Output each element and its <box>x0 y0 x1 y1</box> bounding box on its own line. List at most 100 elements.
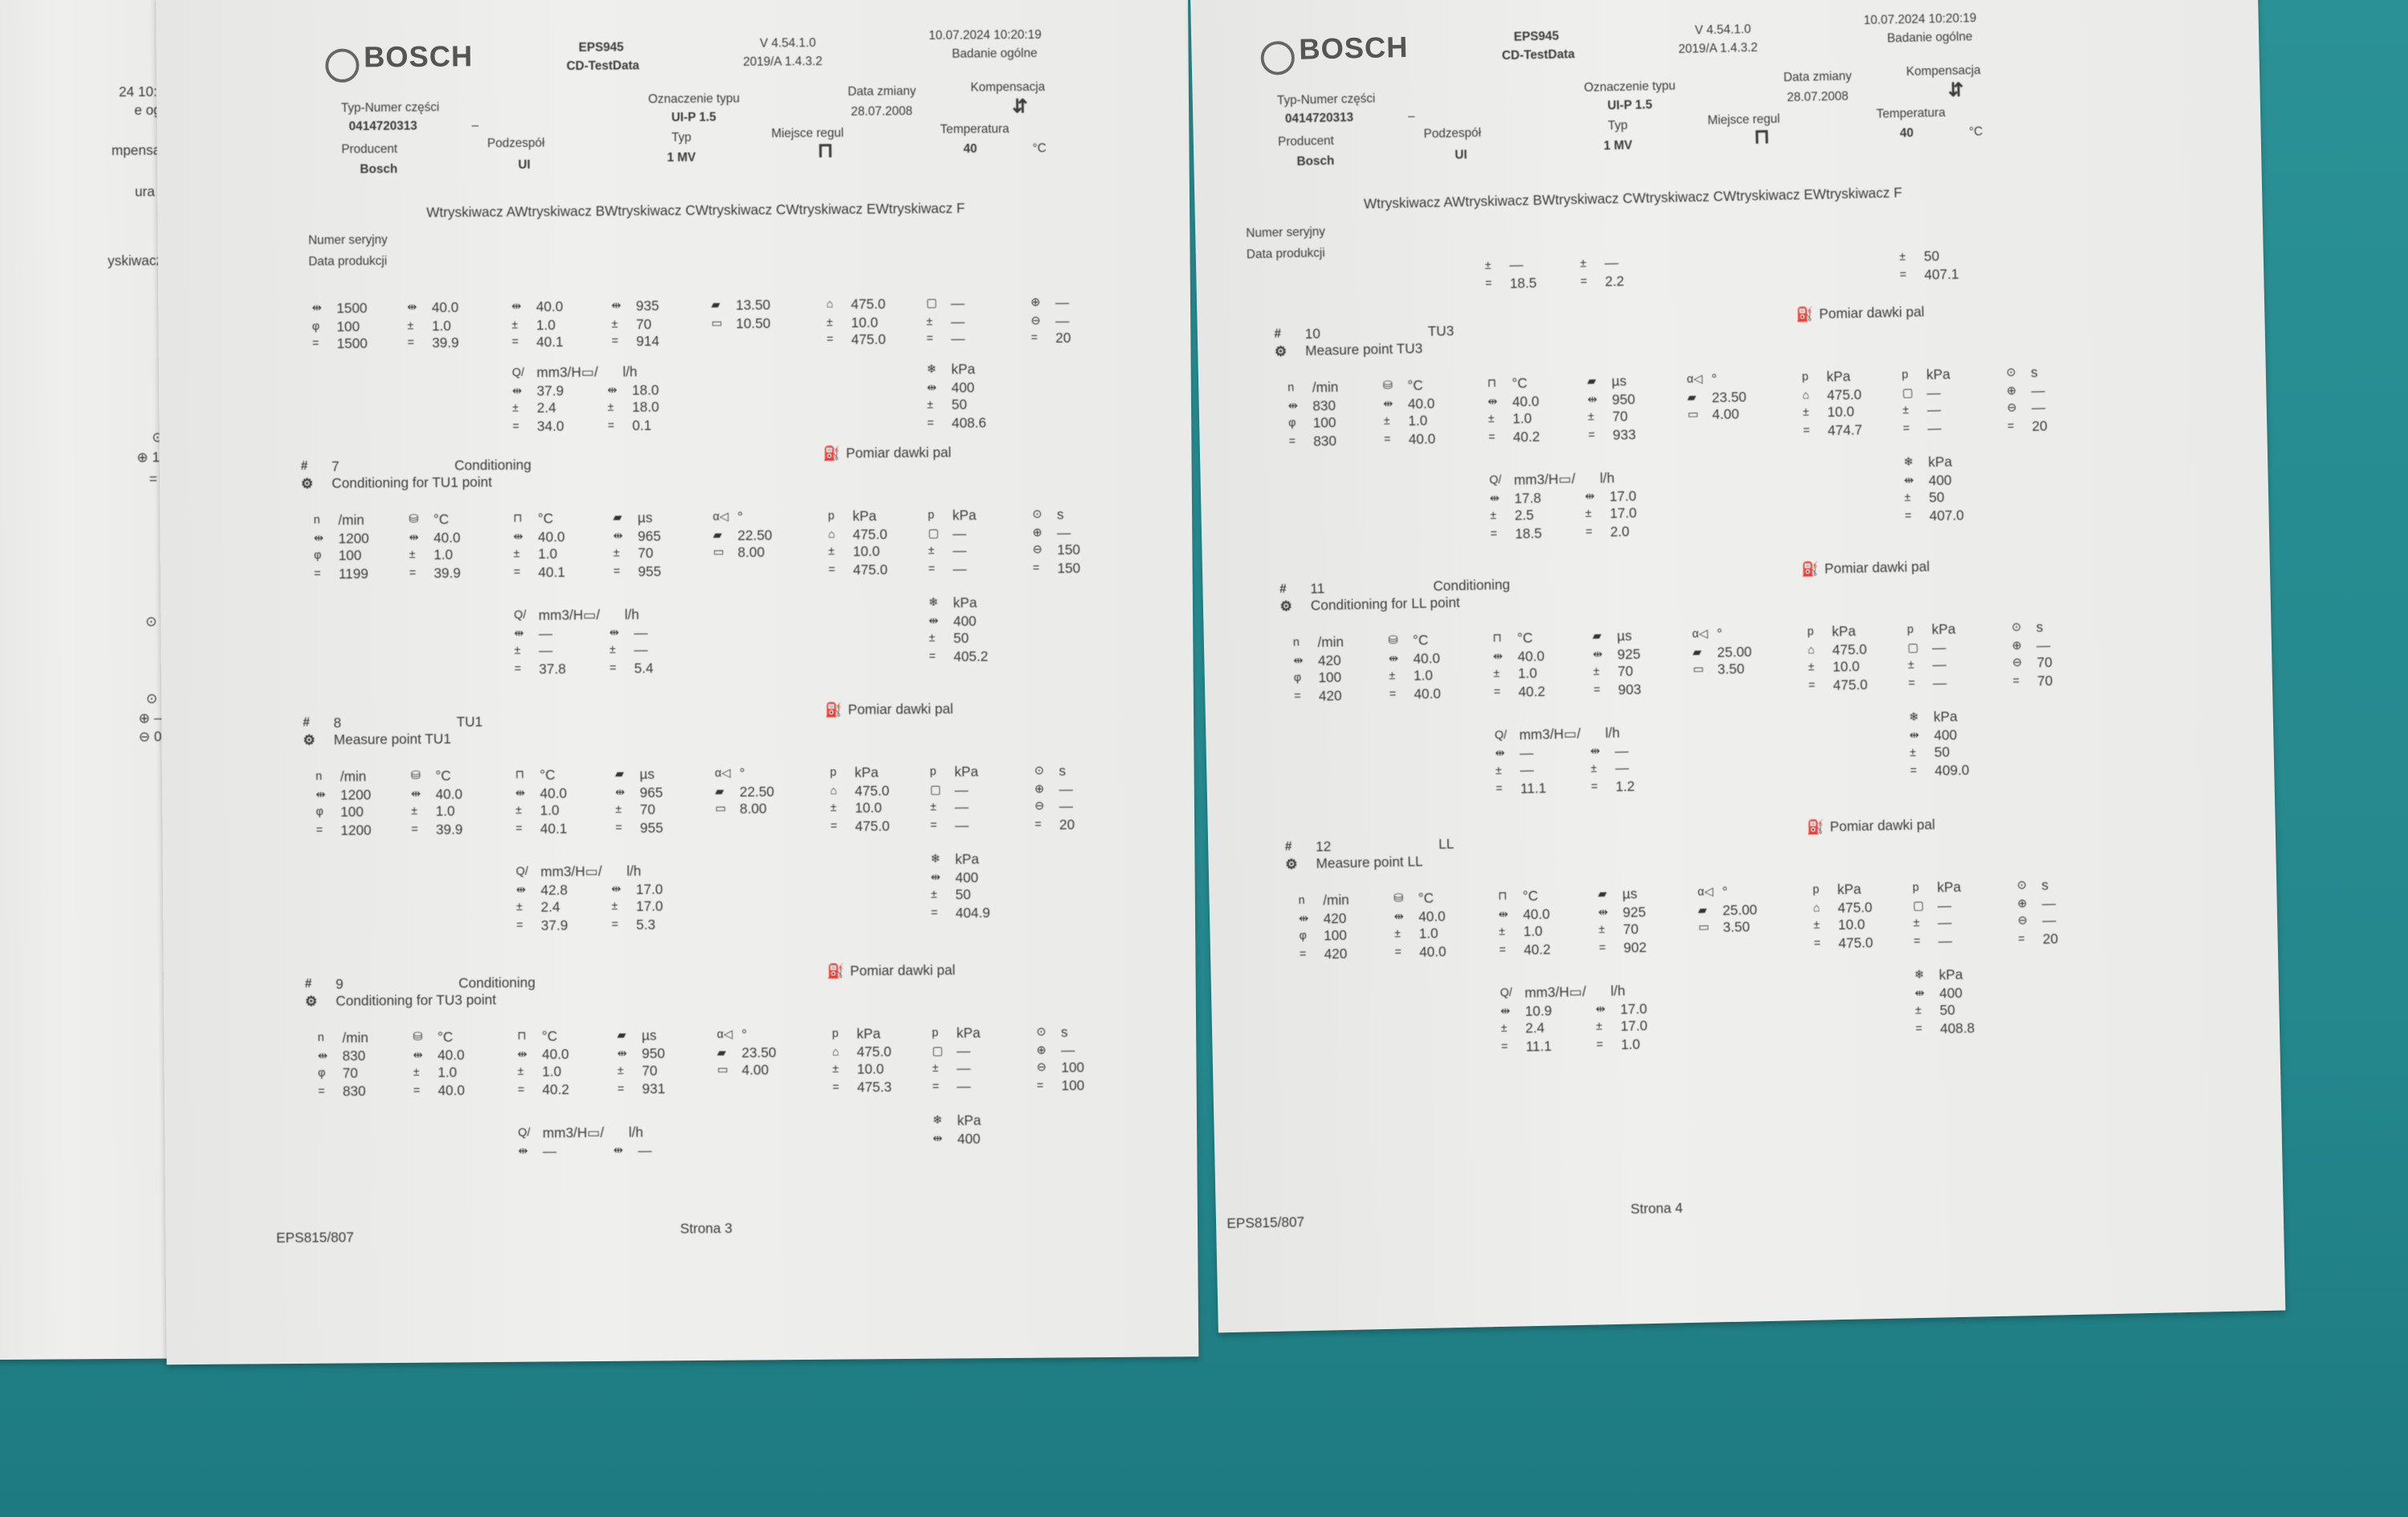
column-head-unit: kPa <box>1926 366 1950 383</box>
cell-value: — <box>956 1060 971 1076</box>
column-head-icon: ⛁ <box>1393 891 1404 905</box>
column-head-unit: kPa <box>952 507 977 523</box>
column-head-unit: ° <box>737 509 743 525</box>
cell-value: 70 <box>2036 672 2053 689</box>
row-symbol-icon: = <box>315 822 323 836</box>
row-symbol-icon: = <box>1902 420 1910 435</box>
cell-value: 965 <box>639 783 663 800</box>
cell-value: 1.0 <box>539 802 559 819</box>
row-symbol-icon: ⇹ <box>1287 397 1298 413</box>
column-head-unit: µs <box>1611 373 1627 389</box>
column-head-icon: p <box>832 1026 839 1040</box>
row-symbol-icon: = <box>2007 418 2015 433</box>
row-symbol-icon: = <box>1899 266 1907 281</box>
row-symbol-icon: ± <box>607 400 614 414</box>
cell-value: 40.2 <box>1518 682 1546 699</box>
cell-value: 474.7 <box>1827 421 1863 438</box>
row-symbol-icon: ▰ <box>1698 902 1707 917</box>
change-date-label: Data zmiany <box>1783 69 1853 85</box>
row-symbol-icon: = <box>517 1081 525 1096</box>
row-symbol-icon: ± <box>1899 249 1906 263</box>
component-value: UI <box>518 157 531 172</box>
row-symbol-icon: ± <box>1914 1003 1922 1018</box>
row-symbol-icon: = <box>1590 779 1598 793</box>
cell-value: 475.0 <box>1832 641 1868 657</box>
regulation-place-icon: ⊓ <box>1753 124 1770 148</box>
production-date-label: Data produkcji <box>1246 246 1325 262</box>
row-symbol-icon: ⇹ <box>1903 472 1914 487</box>
column-head-icon: n <box>1292 635 1300 649</box>
row-symbol-icon: = <box>832 1079 840 1093</box>
cell-value: — <box>1938 914 1952 931</box>
row-symbol-icon: ⇹ <box>1298 910 1309 925</box>
cell-value: 40.0 <box>1517 647 1545 664</box>
row-symbol-icon: = <box>407 335 415 350</box>
cell-value: 1.0 <box>1408 413 1428 429</box>
column-head-icon: ⊓ <box>1498 889 1507 903</box>
row-symbol-icon: = <box>826 331 834 346</box>
pressure-value: 407.0 <box>1929 506 1964 523</box>
cell-value: 70 <box>2036 654 2053 671</box>
cell-value: 1.0 <box>542 1064 562 1080</box>
row-symbol-icon: ± <box>617 1063 624 1077</box>
row-symbol-icon: = <box>611 916 619 931</box>
column-head-unit: s <box>2041 877 2049 893</box>
cell-value: 1.0 <box>431 317 452 333</box>
row-symbol-icon: ⇹ <box>1383 396 1393 410</box>
device-name: EPS945 <box>578 40 624 55</box>
flow-value: 2.4 <box>536 400 556 416</box>
row-symbol-icon: ± <box>929 799 937 814</box>
column-head-unit: kPa <box>954 763 978 780</box>
row-symbol-icon: ⇹ <box>1388 650 1399 665</box>
typ-value: 1 MV <box>666 150 696 165</box>
cell-value: 150 <box>1057 559 1081 575</box>
pressure-icon: ❄ <box>1914 967 1925 982</box>
flow-icon: Q/ <box>1499 985 1513 1000</box>
column-head-icon: ⊓ <box>515 767 525 782</box>
component-label: Podzespół <box>486 136 545 151</box>
row-symbol-icon: ± <box>1802 405 1810 419</box>
row-symbol-icon: = <box>1036 1077 1044 1092</box>
column-head-icon: ⛁ <box>410 768 421 783</box>
column-head-icon: ⊓ <box>1487 376 1497 390</box>
compensation-label: Kompensacja <box>970 79 1046 95</box>
cell-value: 40.0 <box>435 785 463 802</box>
row-symbol-icon: ⊖ <box>1034 799 1045 813</box>
flow-value: 0.1 <box>632 417 652 433</box>
flow-value: 2.4 <box>540 899 560 915</box>
row-symbol-icon: = <box>1299 946 1307 961</box>
column-head-unit: °C <box>539 767 555 783</box>
cell-value: 40.2 <box>1523 941 1552 958</box>
row-symbol-icon: ⇹ <box>511 299 522 314</box>
flow-icon: Q/ <box>518 1125 531 1140</box>
cell-value: 830 <box>342 1047 366 1064</box>
column-head-unit: kPa <box>1832 623 1857 640</box>
step-description: Conditioning for TU1 point <box>332 474 493 491</box>
report-page-4: BOSCH EPS945 CD-TestData V 4.54.1.0 2019/A 1… <box>1190 0 2286 1333</box>
row-symbol-icon: ± <box>407 317 414 332</box>
row-symbol-icon: ± <box>1487 411 1495 425</box>
cell-value: 475.0 <box>1837 898 1873 915</box>
software-name: CD-TestData <box>1501 47 1576 63</box>
pressure-value: 409.0 <box>1934 761 1970 779</box>
row-symbol-icon: ⇹ <box>407 299 417 315</box>
pressure-unit: kPa <box>1933 709 1958 726</box>
row-symbol-icon: ⌂ <box>828 526 836 540</box>
column-head-icon: ⛁ <box>413 1029 423 1043</box>
type-designation-value: UI-P 1.5 <box>1607 97 1653 113</box>
row-symbol-icon: ▢ <box>928 525 939 539</box>
cell-value: — <box>950 295 965 311</box>
column-head-unit: kPa <box>1931 621 1956 637</box>
dose-label: Pomiar dawki pal <box>849 962 956 979</box>
row-symbol-icon: ⇹ <box>609 624 620 639</box>
step-hash-icon: # <box>303 715 310 730</box>
row-symbol-icon: = <box>1493 684 1501 698</box>
flow-value: — <box>1614 742 1629 758</box>
cell-value: — <box>954 816 969 833</box>
column-head-icon: p <box>931 1025 939 1039</box>
cell-value: 40.0 <box>1407 395 1435 411</box>
row-symbol-icon: ▢ <box>1913 897 1924 913</box>
cell-value: 100 <box>1312 414 1336 431</box>
cell-value: 39.9 <box>433 564 462 580</box>
row-symbol-icon: = <box>1488 429 1495 443</box>
